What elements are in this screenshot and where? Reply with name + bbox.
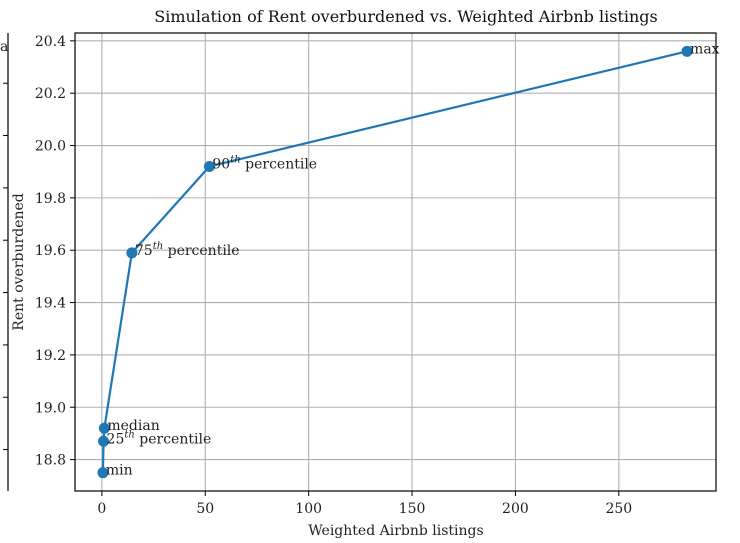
- y-tick-label: 19.4: [35, 296, 66, 312]
- x-tick-label: 200: [502, 501, 529, 517]
- annotation-main: 90: [212, 156, 230, 172]
- point-annotation: max: [690, 41, 720, 57]
- data-point: [98, 435, 110, 447]
- x-tick-label: 100: [295, 501, 322, 517]
- grid-lines: [75, 33, 716, 491]
- annotation-tail: percentile: [135, 431, 211, 447]
- x-tick-label: 50: [196, 501, 214, 517]
- x-tick-label: 250: [605, 501, 632, 517]
- annotation-superscript: th: [124, 429, 134, 440]
- annotation-main: max: [690, 41, 720, 57]
- y-tick-label: 18.8: [35, 453, 66, 469]
- x-axis-title: Weighted Airbnb listings: [308, 523, 483, 539]
- data-point: [97, 467, 109, 479]
- annotation-main: 75: [135, 243, 153, 259]
- data-point: [98, 422, 110, 434]
- annotation-tail: percentile: [163, 243, 239, 259]
- annotation-superscript: th: [230, 154, 240, 165]
- y-tick-label: 19.8: [35, 191, 66, 207]
- data-point: [126, 247, 138, 259]
- annotation-main: median: [107, 418, 159, 434]
- annotation-superscript: th: [153, 241, 163, 252]
- x-tick-label: 150: [399, 501, 426, 517]
- y-tick-label: 19.2: [35, 348, 66, 364]
- data-point: [681, 45, 693, 57]
- annotation-main: 25: [107, 431, 125, 447]
- series-layer: [97, 45, 693, 479]
- y-tick-label: 19.0: [35, 400, 66, 416]
- side-panel-fragment: a: [0, 33, 9, 491]
- side-panel-text: a: [0, 39, 8, 55]
- chart-title: Simulation of Rent overburdened vs. Weig…: [154, 7, 657, 26]
- x-axis-ticks: 0 50 100 150 200 250: [97, 491, 632, 517]
- y-tick-label: 20.4: [35, 34, 66, 50]
- plot-frame: [74, 32, 717, 492]
- point-annotation: 75th percentile: [135, 241, 240, 259]
- y-tick-label: 19.6: [35, 243, 66, 259]
- series-line: [101, 50, 688, 473]
- y-tick-label: 20.0: [35, 139, 66, 155]
- y-tick-label: 20.2: [35, 86, 66, 102]
- data-point: [203, 160, 215, 172]
- point-annotation: 25th percentile: [107, 429, 212, 447]
- x-tick-label: 0: [97, 501, 106, 517]
- point-annotation: min: [106, 463, 133, 479]
- annotation-tail: percentile: [241, 156, 317, 172]
- annotation-main: min: [106, 463, 133, 479]
- y-axis-ticks: 18.8 19.0 19.2 19.4 19.6 19.8 20.0 20.2 20.4: [35, 34, 75, 469]
- point-annotation: median: [107, 418, 159, 434]
- side-panel-ticks: [3, 82, 8, 451]
- y-axis-title: Rent overburdened: [11, 193, 27, 330]
- point-annotation: 90th percentile: [212, 154, 317, 172]
